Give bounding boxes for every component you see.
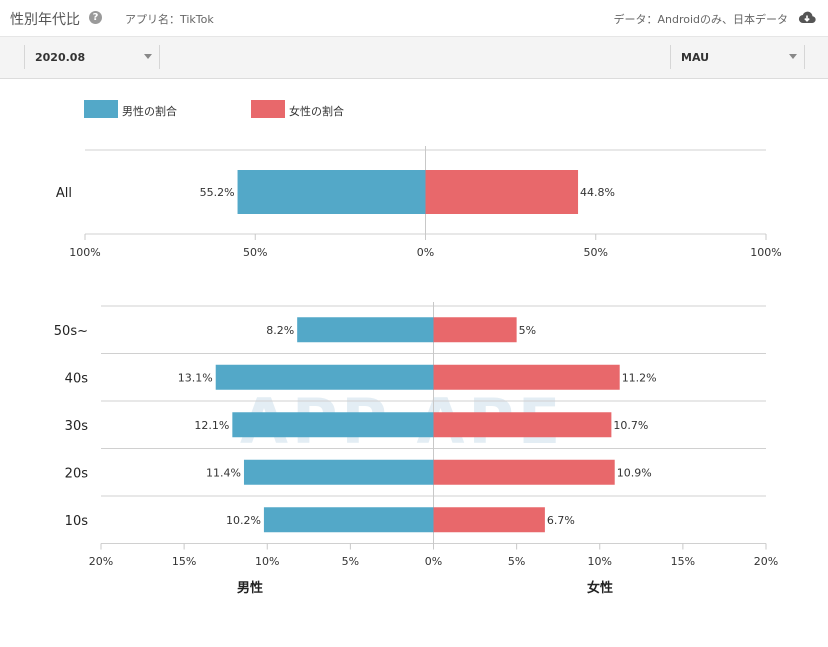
x-tick-label: 20% [754,555,778,568]
x-axis-label-female: 女性 [587,580,613,596]
bar-male [263,507,434,533]
data-label-female: 10.9% [617,466,652,479]
chevron-down-icon [144,54,152,59]
bar-male [237,170,426,214]
data-label-male: 55.2% [200,186,235,199]
x-tick-label: 15% [671,555,695,568]
category-label: All [56,186,72,201]
legend-label-male: 男性の割合 [122,105,177,118]
data-source-note: データ：Androidのみ、日本データ [613,13,788,26]
metric-select-value: MAU [681,51,710,64]
filter-bar: 2020.08 MAU [0,37,828,79]
x-tick-label: 20% [89,555,113,568]
metric-select[interactable]: MAU [670,45,805,69]
bar-female [433,459,615,485]
legend-swatch-male [84,100,118,118]
bar-female [433,412,612,438]
data-label-female: 5% [519,324,536,337]
x-tick-label: 50% [584,246,608,259]
x-tick-label: 5% [508,555,525,568]
legend-swatch-female [251,100,285,118]
x-tick-label: 5% [342,555,359,568]
bar-female [433,317,517,343]
data-label-male: 8.2% [266,324,294,337]
data-label-female: 11.2% [622,371,657,384]
category-label: 40s [65,371,89,386]
x-tick-label: 0% [417,246,434,259]
app-name: アプリ名：TikTok [125,13,214,26]
data-label-male: 11.4% [206,466,241,479]
bar-female [433,507,545,533]
x-tick-label: 10% [588,555,612,568]
x-tick-label: 50% [243,246,267,259]
bar-female [425,170,579,214]
help-icon[interactable]: ? [89,11,102,24]
x-tick-label: 100% [750,246,781,259]
data-label-female: 6.7% [547,514,575,527]
category-label: 20s [65,466,89,481]
x-tick-label: 15% [172,555,196,568]
category-label: 30s [65,419,89,434]
data-label-male: 13.1% [178,371,213,384]
legend-label-female: 女性の割合 [289,105,344,118]
x-axis-label-male: 男性 [237,580,263,596]
category-label: 10s [65,514,89,529]
data-label-female: 44.8% [580,186,615,199]
x-tick-label: 10% [255,555,279,568]
cloud-download-icon[interactable] [798,10,816,26]
bar-male [215,364,434,390]
category-label: 50s~ [54,324,88,339]
period-select-value: 2020.08 [35,51,86,64]
header-bar: 性別年代比 ? アプリ名：TikTok データ：Androidのみ、日本データ [0,0,828,37]
data-label-female: 10.7% [613,419,648,432]
x-tick-label: 100% [69,246,100,259]
bar-male [297,317,434,343]
period-select[interactable]: 2020.08 [24,45,160,69]
page-title: 性別年代比 [10,12,80,28]
x-tick-label: 0% [425,555,442,568]
bar-female [433,364,620,390]
data-label-male: 12.1% [194,419,229,432]
bar-male [243,459,434,485]
data-label-male: 10.2% [226,514,261,527]
bar-male [232,412,434,438]
chevron-down-icon [789,54,797,59]
